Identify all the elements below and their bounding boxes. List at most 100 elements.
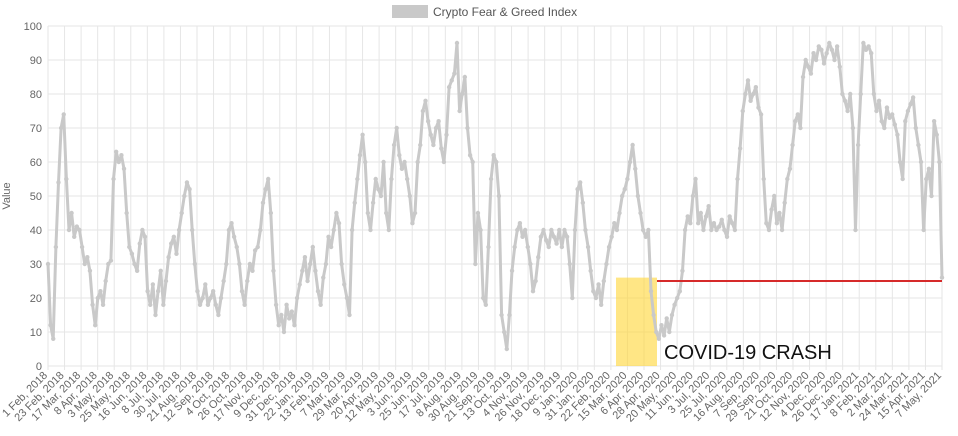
data-point bbox=[580, 200, 586, 205]
data-point bbox=[331, 227, 336, 233]
series-index-line bbox=[45, 40, 945, 352]
data-point bbox=[192, 261, 198, 267]
data-point bbox=[507, 312, 512, 318]
data-point bbox=[483, 302, 489, 307]
data-point bbox=[245, 278, 250, 284]
data-point bbox=[383, 210, 389, 216]
data-point bbox=[420, 108, 426, 114]
data-point bbox=[766, 227, 772, 233]
data-point bbox=[51, 336, 56, 341]
data-point bbox=[798, 125, 803, 131]
data-point bbox=[785, 176, 790, 182]
data-point bbox=[355, 176, 360, 182]
data-point bbox=[813, 57, 819, 63]
data-point bbox=[703, 214, 709, 219]
data-point bbox=[279, 312, 284, 318]
data-point bbox=[795, 112, 801, 117]
data-point bbox=[622, 187, 627, 192]
data-point bbox=[614, 227, 620, 233]
data-point bbox=[410, 221, 415, 226]
data-point bbox=[478, 227, 483, 233]
data-point bbox=[449, 78, 454, 83]
data-point bbox=[719, 217, 724, 222]
data-point bbox=[289, 309, 295, 314]
data-point bbox=[790, 142, 795, 148]
data-point bbox=[530, 289, 536, 294]
legend-label: Crypto Fear & Greed Index bbox=[433, 5, 577, 19]
data-point bbox=[538, 234, 544, 239]
data-point bbox=[924, 176, 929, 182]
data-point bbox=[129, 251, 135, 256]
data-point bbox=[142, 234, 148, 239]
data-point bbox=[787, 166, 793, 171]
data-point bbox=[575, 187, 580, 192]
data-point bbox=[363, 159, 368, 165]
data-point bbox=[769, 207, 774, 212]
data-point bbox=[155, 289, 161, 294]
data-point bbox=[504, 346, 509, 352]
data-point bbox=[399, 166, 405, 171]
data-point bbox=[79, 244, 85, 250]
data-point bbox=[727, 214, 732, 219]
data-point bbox=[905, 108, 911, 114]
data-point bbox=[722, 227, 727, 233]
data-point bbox=[598, 302, 604, 307]
data-point bbox=[106, 261, 111, 267]
data-point bbox=[276, 323, 281, 328]
data-point bbox=[488, 176, 494, 182]
data-point bbox=[252, 248, 258, 253]
data-point bbox=[318, 302, 323, 307]
y-tick-label: 10 bbox=[30, 327, 42, 339]
data-point bbox=[473, 261, 478, 267]
data-point bbox=[292, 323, 297, 328]
data-point bbox=[323, 261, 329, 267]
data-point bbox=[884, 105, 890, 110]
data-point bbox=[66, 227, 72, 233]
data-point bbox=[921, 227, 926, 233]
y-tick-label: 70 bbox=[30, 123, 42, 135]
y-tick-label: 50 bbox=[30, 191, 42, 203]
data-point bbox=[378, 193, 384, 199]
data-point bbox=[832, 57, 837, 63]
data-point bbox=[242, 302, 247, 307]
data-point bbox=[515, 227, 520, 233]
data-point bbox=[782, 200, 787, 205]
data-point bbox=[208, 295, 213, 301]
data-point bbox=[520, 234, 525, 239]
data-point bbox=[635, 193, 641, 199]
data-point bbox=[606, 244, 612, 250]
data-point bbox=[591, 289, 596, 294]
data-point bbox=[150, 282, 156, 287]
data-point bbox=[336, 221, 342, 226]
data-point bbox=[871, 91, 877, 97]
data-point bbox=[339, 261, 344, 267]
data-point bbox=[848, 91, 853, 97]
grid-lines bbox=[47, 25, 943, 370]
y-tick-label: 0 bbox=[36, 361, 42, 373]
data-point bbox=[737, 146, 743, 151]
data-point bbox=[250, 268, 255, 273]
data-point bbox=[567, 261, 572, 267]
legend[interactable]: Crypto Fear & Greed Index bbox=[392, 5, 577, 19]
data-point bbox=[633, 166, 638, 171]
data-point bbox=[174, 251, 179, 256]
data-point bbox=[391, 142, 397, 148]
data-point bbox=[352, 200, 357, 205]
data-point bbox=[452, 71, 457, 76]
data-point bbox=[889, 112, 895, 117]
data-point bbox=[342, 282, 347, 287]
data-point bbox=[470, 159, 475, 165]
data-point bbox=[205, 302, 211, 307]
data-point bbox=[268, 210, 274, 216]
data-point bbox=[161, 302, 166, 307]
data-point bbox=[344, 295, 350, 301]
data-point bbox=[439, 146, 444, 151]
data-point bbox=[231, 234, 237, 239]
data-point bbox=[554, 241, 559, 246]
data-point bbox=[837, 64, 842, 70]
data-point bbox=[709, 227, 714, 233]
data-point bbox=[808, 71, 814, 76]
data-point bbox=[874, 108, 879, 114]
data-point bbox=[431, 142, 436, 148]
